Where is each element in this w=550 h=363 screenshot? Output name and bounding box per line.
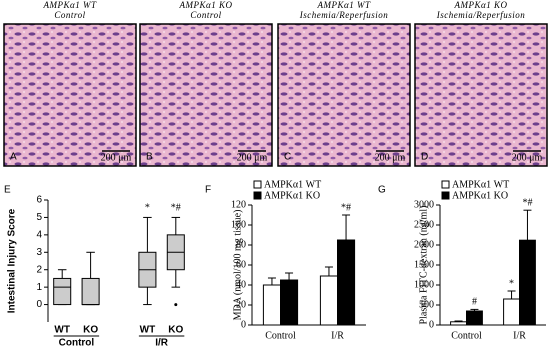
bar (280, 279, 299, 326)
panel-title: AMPKα1 WT (317, 0, 371, 10)
legend-label: AMPKα1 WT (264, 179, 321, 190)
bar (319, 275, 338, 326)
panel-title: AMPKα1 KO (454, 0, 508, 10)
annotation: # (472, 297, 477, 308)
scale-label: 200 μm (512, 152, 543, 163)
bar (466, 310, 483, 326)
y-tick-label: 80 (236, 239, 246, 250)
panel-title: AMPKα1 WT (43, 0, 97, 10)
y-tick-label: 0 (241, 319, 246, 330)
panel-title: AMPKα1 KO (179, 0, 233, 10)
panel-letter: B (146, 152, 153, 163)
annotation: * (509, 278, 514, 289)
annotation: * (145, 203, 150, 214)
bar (503, 298, 521, 326)
y-tick-label: 0 (36, 299, 42, 310)
y-tick-label: 2000 (414, 239, 434, 250)
panel-title: Ischemia/Reperfusion (299, 10, 388, 20)
x-tick-label: I/R (513, 330, 526, 341)
annotation: *# (171, 203, 181, 214)
legend-label: AMPKα1 KO (264, 190, 320, 201)
x-tick-label: WT (54, 325, 70, 336)
panel-letter: E (4, 185, 11, 196)
panel-letter: F (205, 185, 211, 196)
box (81, 277, 100, 306)
x-tick-label: KO (168, 325, 183, 336)
legend-swatch (253, 191, 262, 200)
micrograph (139, 23, 273, 167)
x-tick-label: WT (140, 325, 156, 336)
scale-label: 200 μm (375, 152, 406, 163)
panel-letter: A (10, 152, 17, 163)
y-tick-label: 1000 (414, 279, 434, 290)
y-tick-label: 120 (231, 199, 246, 210)
y-tick-label: 40 (236, 279, 246, 290)
micrograph (3, 23, 137, 167)
group-label: I/R (155, 338, 169, 349)
y-axis-label: Plasma FITC-dextran (ng/ml) (418, 206, 429, 325)
x-tick-label: KO (83, 325, 98, 336)
legend-label: AMPKα1 KO (452, 190, 508, 201)
annotation: *# (341, 202, 351, 213)
y-tick-label: 0 (429, 319, 434, 330)
y-tick-label: 5 (36, 212, 42, 223)
panel-letter: C (284, 152, 291, 163)
y-tick-label: 2500 (414, 219, 434, 230)
y-tick-label: 20 (236, 299, 246, 310)
group-label: Control (59, 338, 95, 349)
y-tick-label: 2 (36, 264, 42, 275)
micrograph (414, 23, 548, 167)
legend-swatch (253, 180, 262, 189)
bar (262, 284, 281, 326)
outlier (174, 303, 178, 307)
y-tick-label: 3000 (414, 199, 434, 210)
legend-swatch (441, 180, 450, 189)
scale-label: 200 μm (237, 152, 268, 163)
legend-swatch (441, 191, 450, 200)
x-tick-label: Control (451, 330, 482, 341)
y-tick-label: 500 (419, 299, 434, 310)
y-tick-label: 100 (231, 219, 246, 230)
y-tick-label: 6 (36, 195, 42, 206)
y-tick-label: 1 (36, 282, 42, 293)
bar (337, 239, 356, 326)
panel-title: Ischemia/Reperfusion (436, 10, 525, 20)
legend-label: AMPKα1 WT (452, 179, 509, 190)
y-axis-label: MDA (nmol/100 mg tissue) (232, 210, 243, 321)
panel-letter: D (421, 152, 428, 163)
bar (519, 239, 536, 326)
box (53, 277, 72, 306)
scale-label: 200 μm (101, 152, 132, 163)
panel-title: Control (54, 10, 85, 20)
panel-letter: G (378, 185, 386, 196)
x-tick-label: Control (265, 330, 296, 341)
panel-title: Control (190, 10, 221, 20)
y-tick-label: 4 (36, 229, 42, 240)
y-tick-label: 3 (36, 247, 42, 258)
y-tick-label: 1500 (414, 259, 434, 270)
annotation: *# (522, 197, 532, 208)
x-tick-label: I/R (331, 330, 344, 341)
y-axis-label: Intestinal Injury Score (7, 208, 18, 313)
y-tick-label: 60 (236, 259, 246, 270)
bar (450, 321, 468, 326)
micrograph (277, 23, 411, 167)
